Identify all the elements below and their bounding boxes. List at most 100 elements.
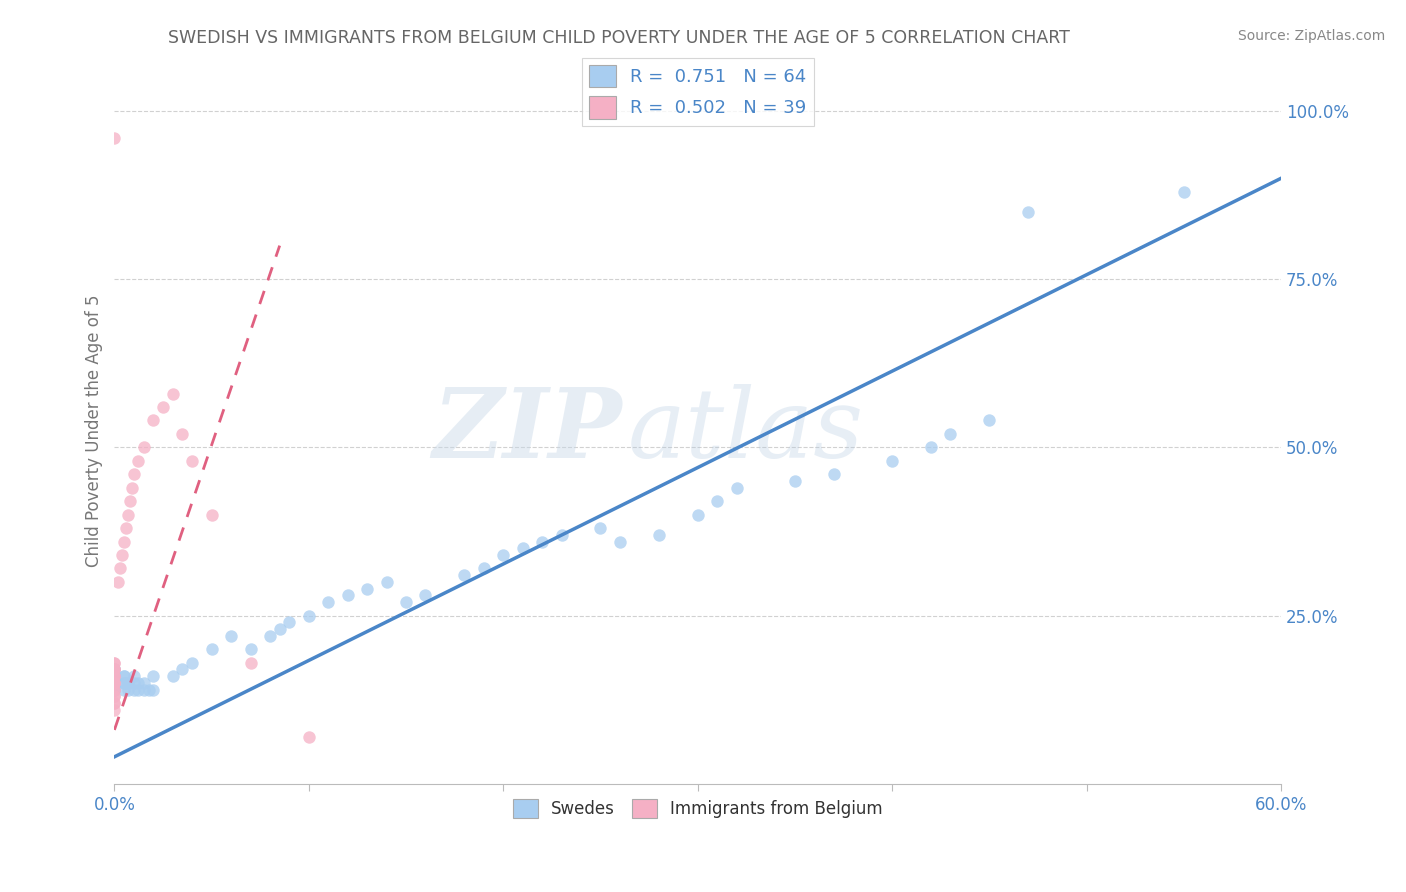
Point (920, 441, 942, 455)
Point (512, 541, 534, 556)
Point (531, 534, 554, 549)
Text: ZIP: ZIP (432, 384, 621, 477)
Point (103, 682, 125, 697)
Point (142, 413, 165, 427)
Point (122, 676, 145, 690)
Point (589, 521, 612, 535)
Point (103, 676, 125, 690)
Point (103, 696, 125, 710)
Point (939, 426, 962, 441)
Point (112, 682, 135, 697)
Point (395, 595, 418, 609)
Point (979, 413, 1001, 427)
Point (103, 676, 125, 690)
Point (127, 682, 149, 697)
Point (103, 656, 125, 670)
Point (472, 561, 495, 575)
Point (725, 481, 748, 495)
Point (298, 730, 321, 744)
Point (110, 561, 132, 575)
Point (298, 608, 321, 623)
Point (112, 534, 135, 549)
Point (648, 528, 671, 542)
Point (103, 662, 125, 676)
Point (172, 662, 194, 676)
Point (162, 669, 184, 683)
Point (103, 696, 125, 710)
Point (142, 669, 165, 683)
Point (117, 676, 139, 690)
Point (316, 595, 339, 609)
Legend: Swedes, Immigrants from Belgium: Swedes, Immigrants from Belgium (506, 792, 889, 825)
Point (107, 574, 129, 589)
Point (103, 690, 125, 704)
Text: atlas: atlas (627, 384, 863, 477)
Point (117, 508, 139, 522)
Point (356, 582, 378, 596)
Point (111, 548, 134, 562)
Point (1173, 185, 1195, 199)
Point (415, 588, 437, 602)
Point (127, 676, 149, 690)
Point (278, 615, 301, 630)
Point (686, 508, 709, 522)
Point (201, 508, 224, 522)
Point (172, 426, 194, 441)
Point (115, 521, 138, 535)
Point (103, 682, 125, 697)
Point (103, 676, 125, 690)
Point (103, 676, 125, 690)
Point (375, 574, 398, 589)
Point (103, 656, 125, 670)
Point (882, 454, 904, 468)
Point (103, 682, 125, 697)
Point (1017, 205, 1039, 219)
Point (117, 682, 139, 697)
Point (181, 454, 204, 468)
Point (269, 622, 291, 636)
Point (783, 474, 806, 488)
Point (132, 441, 155, 455)
Point (103, 703, 125, 717)
Point (122, 682, 145, 697)
Point (117, 676, 139, 690)
Point (112, 676, 135, 690)
Point (239, 642, 262, 657)
Point (492, 548, 515, 562)
Point (609, 534, 631, 549)
Point (121, 481, 143, 495)
Point (239, 656, 262, 670)
Point (823, 467, 845, 482)
Point (103, 669, 125, 683)
Point (152, 400, 174, 414)
Point (103, 131, 125, 145)
Point (219, 629, 242, 643)
Y-axis label: Child Poverty Under the Age of 5: Child Poverty Under the Age of 5 (86, 294, 103, 566)
Text: SWEDISH VS IMMIGRANTS FROM BELGIUM CHILD POVERTY UNDER THE AGE OF 5 CORRELATION : SWEDISH VS IMMIGRANTS FROM BELGIUM CHILD… (167, 29, 1070, 46)
Point (103, 682, 125, 697)
Point (201, 642, 224, 657)
Point (132, 682, 155, 697)
Point (138, 682, 160, 697)
Point (142, 682, 165, 697)
Text: Source: ZipAtlas.com: Source: ZipAtlas.com (1237, 29, 1385, 43)
Point (103, 690, 125, 704)
Point (132, 676, 155, 690)
Point (103, 669, 125, 683)
Point (550, 528, 572, 542)
Point (103, 676, 125, 690)
Point (127, 454, 149, 468)
Point (103, 669, 125, 683)
Point (118, 494, 141, 508)
Point (103, 669, 125, 683)
Point (122, 669, 145, 683)
Point (181, 656, 204, 670)
Point (103, 662, 125, 676)
Point (112, 676, 135, 690)
Point (103, 676, 125, 690)
Point (103, 676, 125, 690)
Point (103, 669, 125, 683)
Point (162, 386, 184, 401)
Point (112, 669, 135, 683)
Point (336, 588, 359, 602)
